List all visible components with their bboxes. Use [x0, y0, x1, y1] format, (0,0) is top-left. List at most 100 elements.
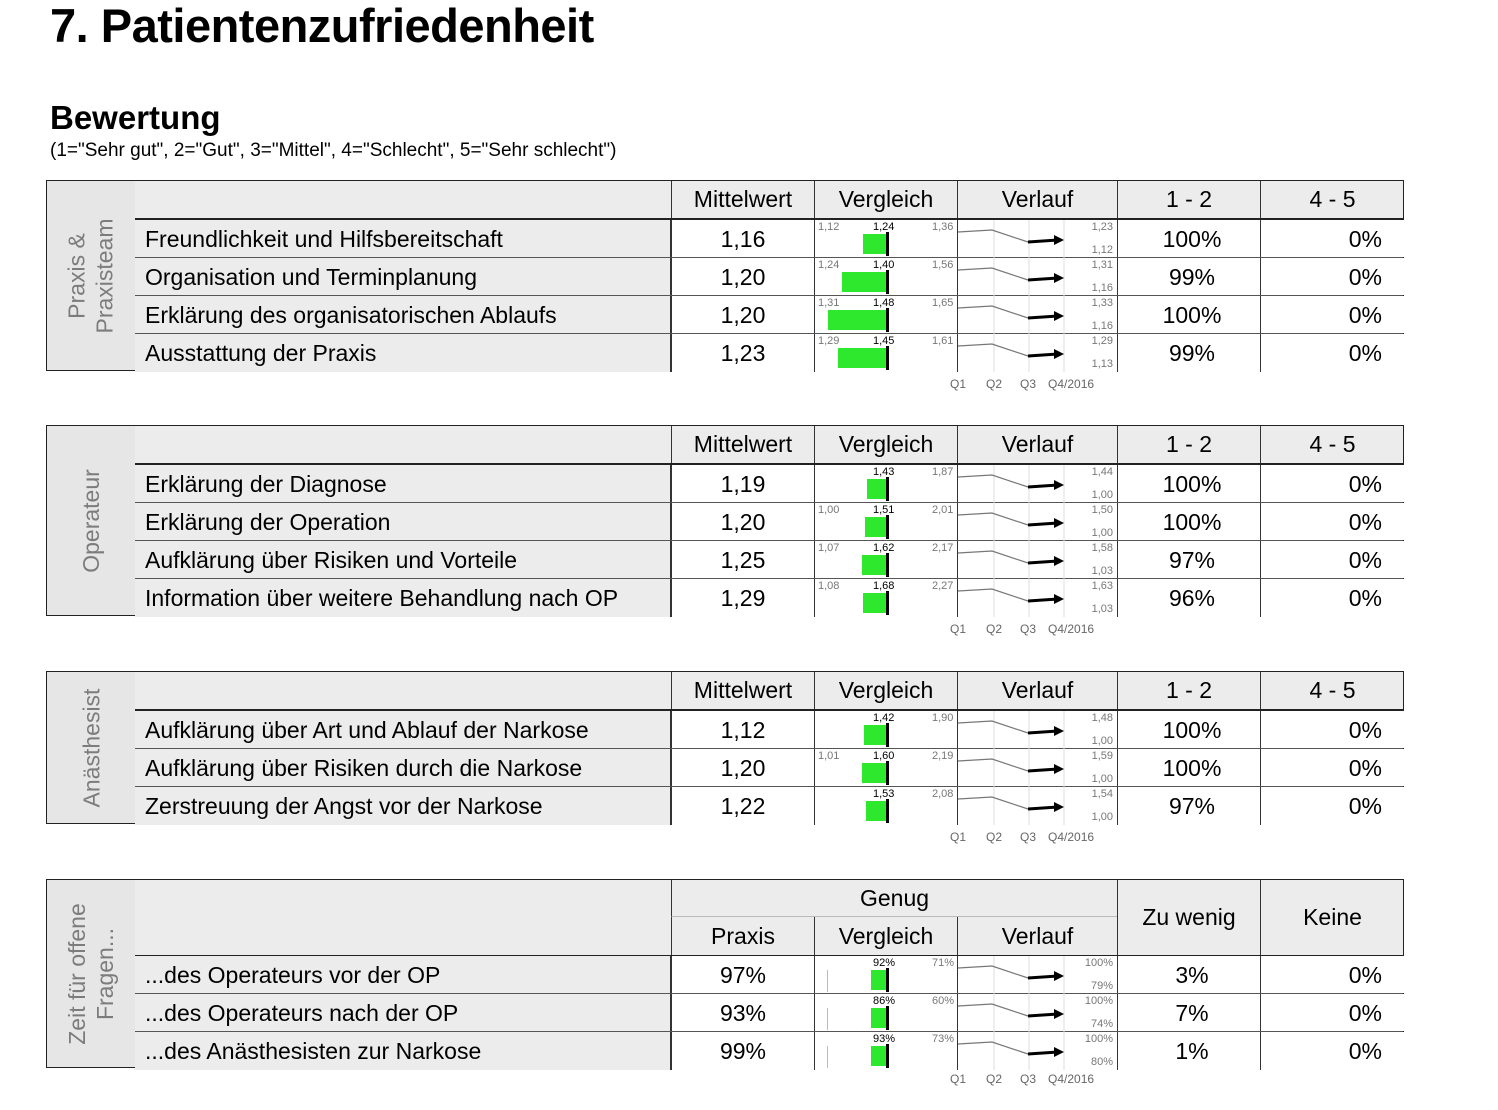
percent-too-little: 3%: [1117, 956, 1260, 993]
trend-arrowhead: [1054, 518, 1064, 528]
comparison-avg: 86%: [873, 995, 896, 1007]
mean-value: 1,23: [671, 334, 814, 372]
table-row: Freundlichkeit und Hilfsbereitschaft 1,16…: [135, 220, 1404, 258]
comparison-bar: [871, 1046, 886, 1066]
column-header-genug: Genug: [671, 880, 1117, 917]
percent-good: 100%: [1117, 220, 1260, 257]
mean-value: 1,20: [671, 258, 814, 295]
trend-current-arrow: [1027, 521, 1059, 527]
trend-current-arrow: [1027, 974, 1059, 980]
trend-current-arrow: [1027, 314, 1059, 320]
trend-cell: 1,58 1,03: [957, 541, 1117, 579]
trend-sparkline: [958, 465, 1065, 503]
comparison-axis: [827, 970, 828, 992]
trend-cell: 1,33 1,16: [957, 296, 1117, 334]
quarter-axis-label: Q4/2016: [1048, 1072, 1095, 1086]
row-label: Zerstreuung der Angst vor der Narkose: [135, 787, 671, 825]
trend-sparkline: [958, 334, 1065, 372]
percent-good: 96%: [1117, 579, 1260, 617]
table-header-row: Genug Praxis Vergleich Verlauf Zu wenig Keine: [135, 880, 1403, 957]
trend-arrowhead: [1054, 480, 1064, 490]
percent-bad: 0%: [1260, 541, 1404, 578]
comparison-avg-marker: [886, 723, 889, 747]
row-label: Ausstattung der Praxis: [135, 334, 671, 372]
section-side-text: Praxis & Praxisteam: [64, 217, 119, 334]
comparison-min: 1,07: [818, 542, 840, 554]
mean-value: 1,22: [671, 787, 814, 825]
row-label: Organisation und Terminplanung: [135, 258, 671, 295]
comparison-max: 1,36: [932, 221, 954, 233]
trend-sparkline: [958, 994, 1065, 1032]
section-side-label: Operateur: [47, 426, 136, 615]
comparison-cell: 1,29 1,45 1,61: [814, 334, 957, 372]
section-side-text: Anästhesist: [78, 688, 104, 807]
comparison-avg: 1,43: [873, 466, 895, 478]
trend-sparkline: [958, 541, 1065, 579]
trend-arrowhead: [1054, 556, 1064, 566]
trend-current-arrow: [1027, 1050, 1059, 1056]
trend-cell: 1,23 1,12: [957, 220, 1117, 258]
comparison-avg: 1,24: [873, 221, 895, 233]
rating-table: Praxis & Praxisteam Mittelwert Vergleich Ver…: [46, 180, 1404, 372]
table-row: Zerstreuung der Angst vor der Narkose 1,2…: [135, 787, 1404, 825]
column-header-verlauf: Verlauf: [957, 672, 1117, 709]
trend-low: 1,00: [1091, 735, 1113, 747]
trend-line: [958, 965, 1029, 979]
comparison-avg: 1,62: [873, 542, 895, 554]
trend-sparkline: [958, 220, 1065, 258]
comparison-bar: [862, 234, 886, 254]
trend-current-arrow: [1027, 1012, 1059, 1018]
row-label: Aufklärung über Risiken durch die Narkos…: [135, 749, 671, 786]
comparison-max: 1,56: [932, 259, 954, 271]
comparison-min: 60%: [932, 995, 955, 1007]
trend-line: [958, 343, 1029, 357]
rating-table: Anästhesist Mittelwert Vergleich Verlauf 1 -…: [46, 671, 1404, 825]
comparison-axis: [827, 1008, 828, 1030]
trend-arrowhead: [1054, 764, 1064, 774]
comparison-bar: [864, 517, 886, 537]
trend-line: [958, 512, 1029, 526]
comparison-avg-marker: [886, 232, 889, 256]
row-label: Information über weitere Behandlung nach…: [135, 579, 671, 617]
comparison-bar: [863, 593, 886, 613]
praxis-percent: 93%: [671, 994, 814, 1031]
quarter-axis-label: Q3: [1020, 377, 1037, 391]
quarter-axis-label: Q1: [950, 1072, 967, 1086]
comparison-avg-marker: [886, 591, 889, 615]
percent-none: 0%: [1260, 994, 1404, 1031]
table-row: Aufklärung über Art und Ablauf der Narko…: [135, 711, 1404, 749]
column-header-keine: Keine: [1260, 880, 1404, 955]
trend-low: 1,16: [1091, 320, 1113, 332]
trend-cell: 1,50 1,00: [957, 503, 1117, 541]
comparison-cell: 1,31 1,48 1,65: [814, 296, 957, 333]
column-header-mittelwert: Mittelwert: [671, 672, 814, 709]
trend-low: 1,00: [1091, 527, 1113, 539]
trend-arrowhead: [1054, 802, 1064, 812]
trend-high: 100%: [1084, 957, 1113, 969]
comparison-cell: 1,53 2,08: [814, 787, 957, 825]
mean-value: 1,16: [671, 220, 814, 257]
comparison-bar: [862, 555, 886, 575]
trend-high: 1,33: [1091, 297, 1113, 309]
trend-line: [958, 474, 1029, 488]
mean-value: 1,20: [671, 503, 814, 540]
comparison-avg-marker: [886, 270, 889, 294]
section-subtitle: Bewertung: [50, 99, 221, 136]
trend-low: 1,00: [1091, 489, 1113, 501]
trend-arrowhead: [1054, 971, 1064, 981]
comparison-max: 2,01: [932, 504, 954, 516]
row-label: Erklärung der Diagnose: [135, 465, 671, 502]
table-row: Ausstattung der Praxis 1,23 1,29 1,45 1,61 1,…: [135, 334, 1404, 372]
trend-cell: 1,31 1,16: [957, 258, 1117, 296]
trend-sparkline: [958, 711, 1065, 749]
table-row: ...des Operateurs nach der OP 93% 86% 60% 10…: [135, 994, 1404, 1032]
section-side-label: Zeit für offene Fragen...: [47, 880, 136, 1067]
comparison-avg-marker: [886, 1006, 889, 1030]
page-title: 7. Patientenzufriedenheit: [50, 0, 594, 52]
trend-sparkline: [958, 258, 1065, 296]
comparison-min: 1,00: [818, 504, 840, 516]
percent-bad: 0%: [1260, 787, 1404, 825]
trend-low: 74%: [1090, 1018, 1113, 1030]
comparison-cell: 1,42 1,90: [814, 711, 957, 748]
row-label: Erklärung des organisatorischen Ablaufs: [135, 296, 671, 333]
